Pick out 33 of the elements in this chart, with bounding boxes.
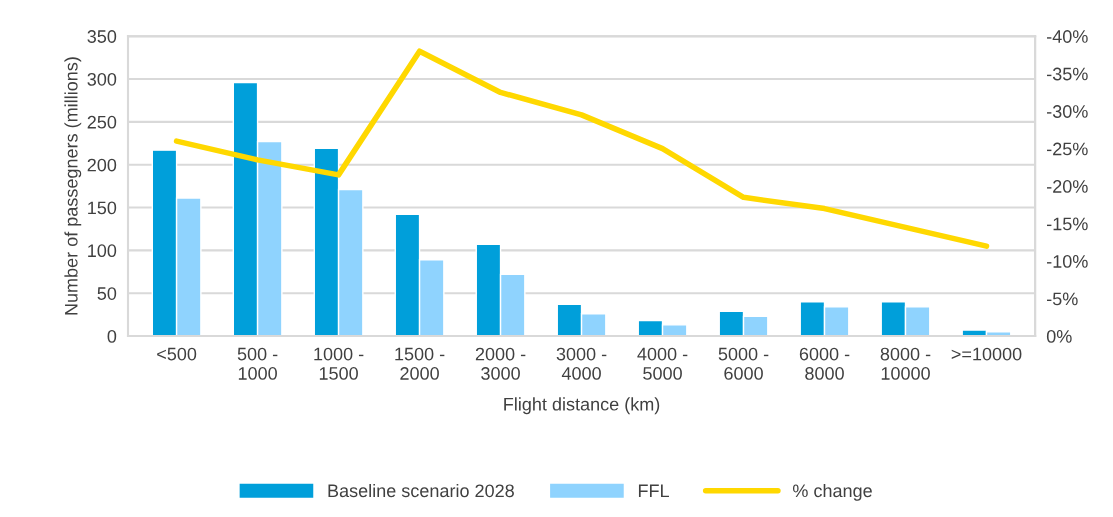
legend-label: FFL [638,484,669,497]
x-tick-label: 1500 - 2000 [395,347,445,380]
y2-tick-label: -5% [1047,292,1078,306]
y2-tick-label: -15% [1047,217,1088,231]
x-axis-title: Flight distance (km) [504,397,660,415]
y2-tick-label: -25% [1047,142,1088,156]
x-tick-label: 1000 - 1500 [314,347,364,380]
legend-label: Baseline scenario 2028 [328,483,514,498]
y2-tick-label: -10% [1047,255,1088,268]
y-tick-label: 350 [87,30,117,43]
y-tick-label: 200 [87,158,117,172]
y2-tick-label: -30% [1047,105,1088,118]
y-tick-label: 250 [87,115,117,129]
y-tick-label: 50 [97,287,117,300]
x-tick-label: >=10000 [951,347,1022,361]
x-tick-label: 8000 - 10000 [880,347,931,380]
x-tick-label: <500 [157,347,197,361]
legend-label: % change [793,483,872,501]
y-tick-label: 150 [88,201,117,215]
y-tick-label: 300 [87,72,117,86]
x-tick-label: 2000 - 3000 [475,347,526,380]
y-axis-title: Number of passegners (millions) [64,57,82,315]
y2-tick-label: -20% [1047,180,1088,193]
y2-tick-label: -35% [1047,67,1088,81]
x-tick-label: 4000 - 5000 [637,347,688,380]
x-tick-label: 3000 - 4000 [556,347,607,380]
x-tick-label: 6000 - 8000 [799,347,850,380]
x-tick-label: 500 - 1000 [237,347,278,380]
x-tick-label: 5000 - 6000 [718,347,769,380]
y-tick-label: 0 [107,329,117,343]
y2-tick-label: 0% [1046,329,1072,343]
y-tick-label: 100 [88,244,117,258]
y2-tick-label: -40% [1047,30,1088,43]
